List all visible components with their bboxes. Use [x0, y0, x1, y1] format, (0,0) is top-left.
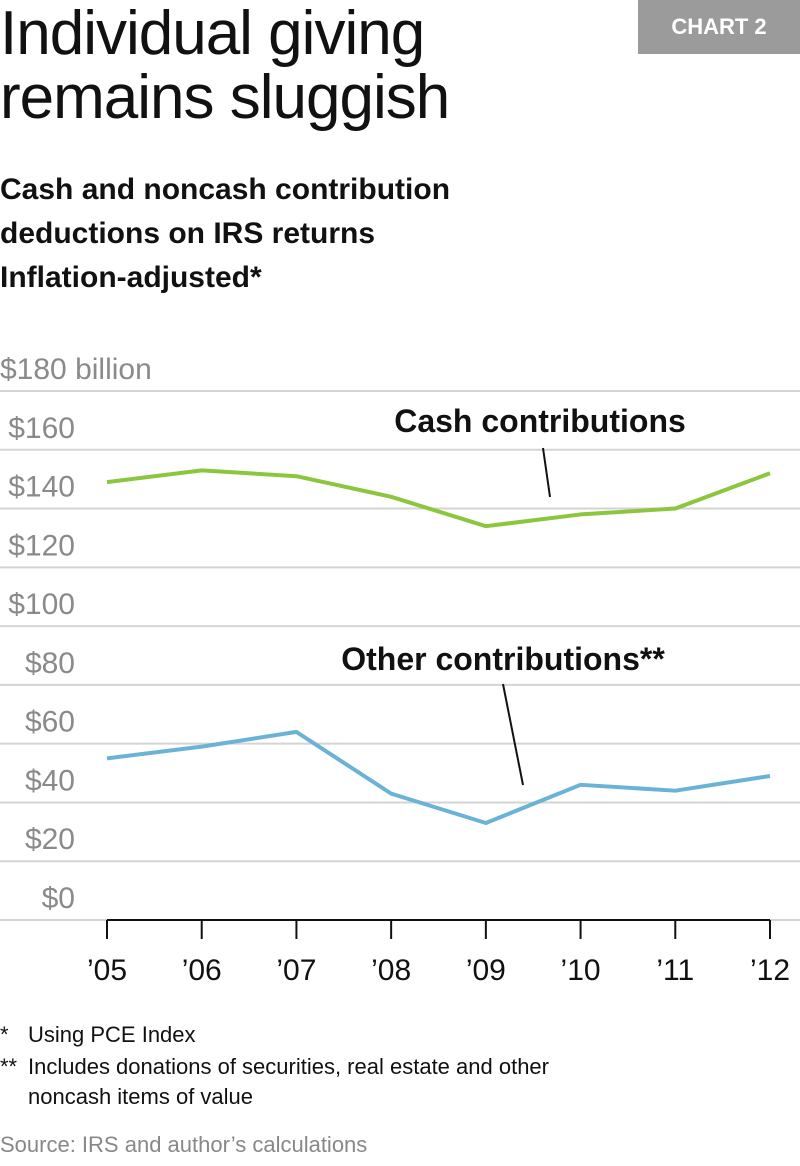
x-tick-label: ’11	[656, 954, 694, 987]
chart-subtitle: Cash and noncash contribution deductions…	[0, 168, 450, 300]
footnote-text: Includes donations of securities, real e…	[28, 1054, 549, 1079]
y-tick-label: $80	[25, 647, 75, 680]
y-tick-label: $180 billion	[0, 353, 152, 386]
x-tick-label: ’08	[371, 954, 411, 987]
y-tick-label: $60	[25, 706, 75, 739]
subtitle-line: Inflation-adjusted*	[0, 261, 262, 294]
x-tick-label: ’05	[87, 954, 127, 987]
footnote-text: Using PCE Index	[28, 1022, 196, 1047]
y-tick-label: $120	[8, 529, 75, 562]
footnote-1: * Using PCE Index	[0, 1020, 196, 1050]
source-note: Source: IRS and author’s calculations	[0, 1132, 368, 1157]
x-tick-label: ’06	[182, 954, 222, 987]
chart-title: Individual giving remains sluggish	[0, 0, 450, 132]
y-tick-label: $0	[42, 882, 75, 915]
subtitle-line: deductions on IRS returns	[0, 217, 376, 250]
chart-number-badge: CHART 2	[638, 0, 800, 54]
y-tick-label: $20	[25, 823, 75, 856]
footnote-mark: **	[0, 1054, 18, 1079]
leader-line	[542, 447, 551, 498]
leader-line	[502, 683, 524, 786]
footnote-text: noncash items of value	[28, 1084, 254, 1109]
title-line: Individual giving	[0, 0, 425, 68]
footnote-2: ** Includes donations of securities, real…	[0, 1052, 549, 1112]
series-line-other	[106, 729, 771, 826]
x-tick-label: ’12	[750, 954, 790, 987]
y-tick-label: $100	[8, 588, 75, 621]
series-label-other: Other contributions**	[341, 641, 665, 677]
subtitle-line: Cash and noncash contribution	[0, 173, 451, 206]
title-line: remains sluggish	[0, 63, 450, 132]
series-line-cash	[106, 468, 771, 529]
x-tick-label: ’10	[561, 954, 601, 987]
y-tick-label: $160	[8, 412, 75, 445]
x-tick-label: ’09	[466, 954, 506, 987]
series-label-cash: Cash contributions	[394, 403, 686, 439]
line-chart: $0 $20 $40 $60 $80 $100 $120 $140 $160 $180 billi…	[0, 353, 800, 987]
y-tick-label: $140	[8, 471, 75, 504]
footnote-mark: *	[0, 1022, 9, 1047]
y-tick-label: $40	[25, 764, 75, 797]
x-tick-label: ’07	[276, 954, 316, 987]
